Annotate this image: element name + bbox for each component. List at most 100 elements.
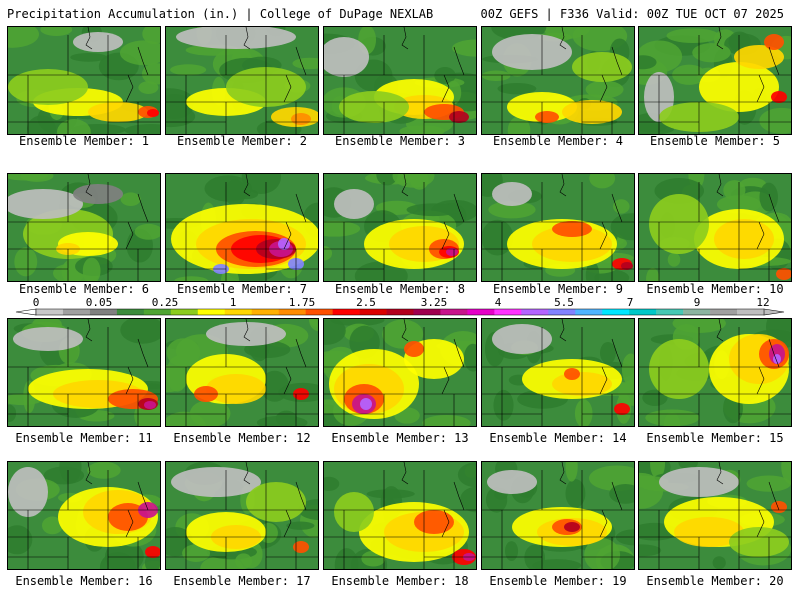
precip-blob [585, 80, 624, 99]
precip-blob [621, 353, 634, 386]
state-line [611, 338, 623, 368]
precip-blob [487, 470, 537, 494]
state-line [137, 46, 149, 76]
precip-blob [492, 324, 552, 354]
precip-blob [330, 319, 385, 326]
colorbar-swatch [89, 309, 118, 315]
precip-blob [674, 517, 744, 547]
precip-blob [142, 27, 160, 45]
precip-blob [170, 64, 207, 76]
precip-blob [324, 476, 340, 491]
ensemble-member-map [165, 318, 319, 427]
state-line [756, 221, 765, 250]
precip-blob [612, 199, 630, 214]
colorbar-swatch [386, 309, 414, 315]
precip-blob [334, 548, 359, 569]
colorbar-swatch [332, 309, 360, 315]
colorbar-swatch [224, 309, 253, 315]
precip-blob [141, 63, 160, 85]
state-line [768, 193, 780, 223]
member-label: Ensemble Member: 18 [331, 574, 469, 588]
member-label: Ensemble Member: 10 [646, 282, 784, 296]
precip-blob [482, 70, 511, 82]
precip-blob [507, 116, 531, 134]
precip-blob [585, 261, 600, 281]
state-line [283, 509, 292, 538]
state-line [125, 74, 134, 103]
colorbar-swatch [36, 309, 64, 315]
state-boundaries [166, 462, 318, 569]
precip-blob [324, 319, 346, 345]
state-line [85, 174, 93, 197]
precip-blob [286, 521, 315, 530]
precip-blob [639, 55, 657, 70]
ensemble-member-map [638, 461, 792, 570]
member-label: Ensemble Member: 17 [173, 574, 311, 588]
member-label: Ensemble Member: 5 [649, 134, 781, 148]
precip-blob [672, 319, 726, 333]
colorbar-tick-label: 2.5 [356, 296, 376, 309]
precip-blob [667, 252, 681, 267]
member-label: Ensemble Member: 3 [334, 134, 466, 148]
state-line [441, 509, 450, 538]
precip-blob [8, 27, 40, 48]
state-boundaries [166, 174, 318, 281]
state-line [599, 366, 608, 395]
precip-blob [535, 111, 559, 123]
member-label: Ensemble Member: 19 [489, 574, 627, 588]
colorbar-swatch [737, 309, 765, 315]
state-boundaries [639, 462, 791, 569]
member-label: Ensemble Member: 2 [176, 134, 308, 148]
precip-blob [291, 113, 311, 125]
state-boundaries [8, 174, 160, 281]
precip-blob [144, 401, 156, 409]
state-boundaries [639, 174, 791, 281]
colorbar-tick-label: 0.05 [86, 296, 113, 309]
state-line [756, 74, 765, 103]
ensemble-member-map [7, 461, 161, 570]
precip-blob [646, 267, 660, 281]
precip-blob [224, 179, 246, 207]
precip-blob [20, 174, 54, 182]
precip-blob [434, 66, 456, 85]
state-line [559, 174, 567, 197]
colorbar-max-arrow [763, 308, 785, 316]
precip-blob [485, 487, 508, 513]
state-line [283, 221, 292, 250]
state-boundaries [324, 27, 476, 134]
precip-field [482, 27, 634, 134]
state-line [756, 509, 765, 538]
precip-blob [734, 45, 784, 69]
map-title: Precipitation Accumulation (in.) | Colle… [7, 7, 434, 21]
ensemble-member-map [323, 26, 477, 135]
precip-blob [339, 91, 409, 123]
precip-blob [666, 28, 720, 44]
precip-blob [712, 556, 726, 569]
precip-blob [324, 37, 369, 77]
state-line [768, 338, 780, 368]
state-line [441, 221, 450, 250]
precip-field [8, 462, 160, 569]
ensemble-member-map [165, 26, 319, 135]
precip-blob [324, 246, 333, 261]
precip-field [639, 462, 791, 569]
colorbar-swatch [521, 309, 549, 315]
precip-blob [463, 343, 476, 372]
precip-blob [759, 182, 778, 212]
precip-blob [414, 510, 454, 534]
colorbar-tick-label: 1 [230, 296, 237, 309]
state-line [559, 319, 567, 342]
ensemble-member-map [323, 173, 477, 282]
member-label: Ensemble Member: 20 [646, 574, 784, 588]
state-line [559, 27, 567, 50]
state-line [401, 319, 409, 342]
precip-blob [120, 319, 160, 344]
member-label: Ensemble Member: 13 [331, 431, 469, 445]
colorbar-tick-label: 3.25 [421, 296, 448, 309]
precip-blob [497, 82, 537, 95]
precip-field [324, 462, 476, 569]
precip-blob [40, 27, 73, 36]
member-label: Ensemble Member: 11 [15, 431, 153, 445]
state-boundaries [639, 27, 791, 134]
ensemble-member-map [7, 26, 161, 135]
